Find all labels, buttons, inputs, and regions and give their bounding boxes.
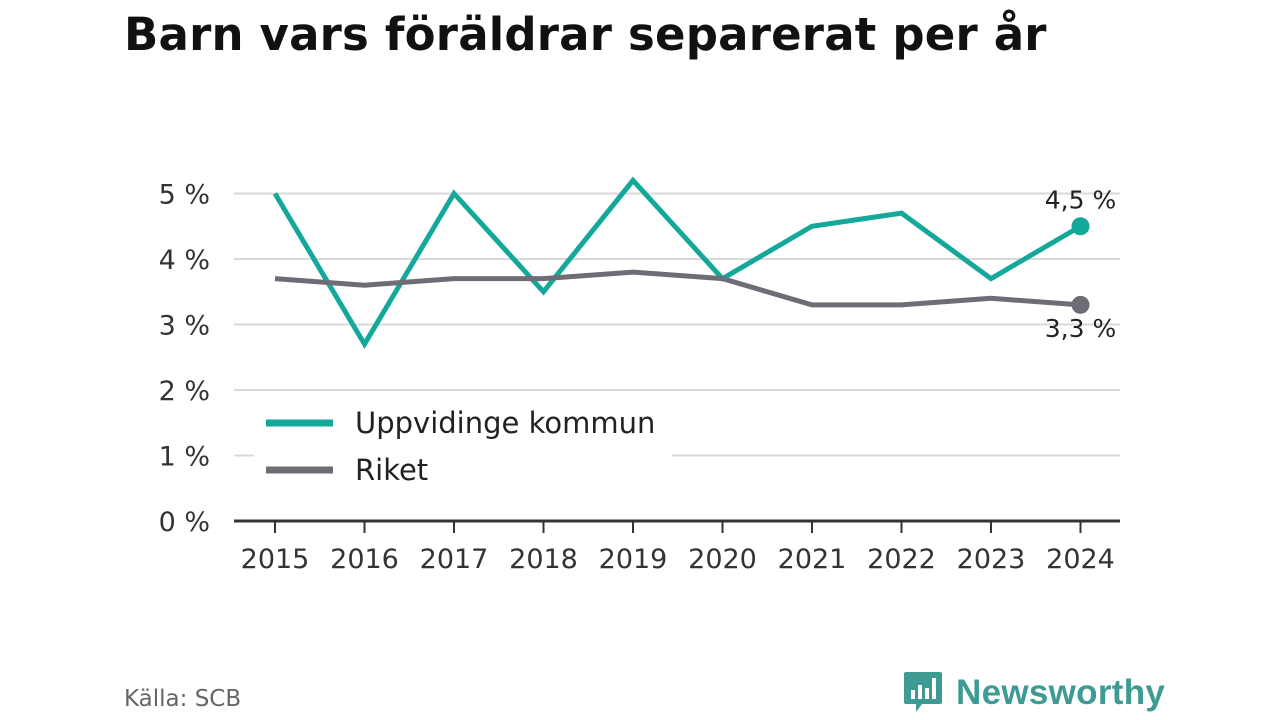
- legend-background: [254, 396, 672, 492]
- x-tick-label: 2020: [688, 544, 757, 575]
- x-tick-label: 2022: [867, 544, 936, 575]
- end-value-label: 4,5 %: [1045, 185, 1116, 214]
- x-tick-label: 2018: [509, 544, 578, 575]
- bar-chart-bubble-icon: [904, 672, 942, 712]
- x-tick-label: 2015: [241, 544, 310, 575]
- x-tick-label: 2017: [420, 544, 489, 575]
- series-line: [272, 176, 1082, 350]
- end-value-label: 3,3 %: [1045, 314, 1116, 343]
- legend-label: Uppvidinge kommun: [355, 406, 655, 440]
- y-tick-label: 0 %: [159, 507, 210, 538]
- y-tick-label: 2 %: [159, 376, 210, 407]
- x-tick-label: 2016: [330, 544, 399, 575]
- brand-name: Newsworthy: [956, 673, 1166, 712]
- y-tick-label: 5 %: [159, 180, 210, 211]
- series-end-point: [1071, 217, 1090, 236]
- x-tick-label: 2024: [1046, 544, 1115, 575]
- y-tick-label: 1 %: [159, 442, 210, 473]
- y-tick-label: 3 %: [159, 311, 210, 342]
- series-end-point: [1071, 295, 1090, 314]
- chart-title: Barn vars föräldrar separerat per år: [124, 8, 1047, 61]
- x-tick-label: 2019: [599, 544, 668, 575]
- y-tick-label: 4 %: [159, 245, 210, 276]
- legend-label: Riket: [355, 453, 428, 487]
- brand-logo: Newsworthy: [902, 670, 1165, 716]
- series-line: [274, 269, 1081, 308]
- x-tick-label: 2023: [957, 544, 1026, 575]
- x-tick-label: 2021: [778, 544, 847, 575]
- source-note: Källa: SCB: [124, 686, 242, 712]
